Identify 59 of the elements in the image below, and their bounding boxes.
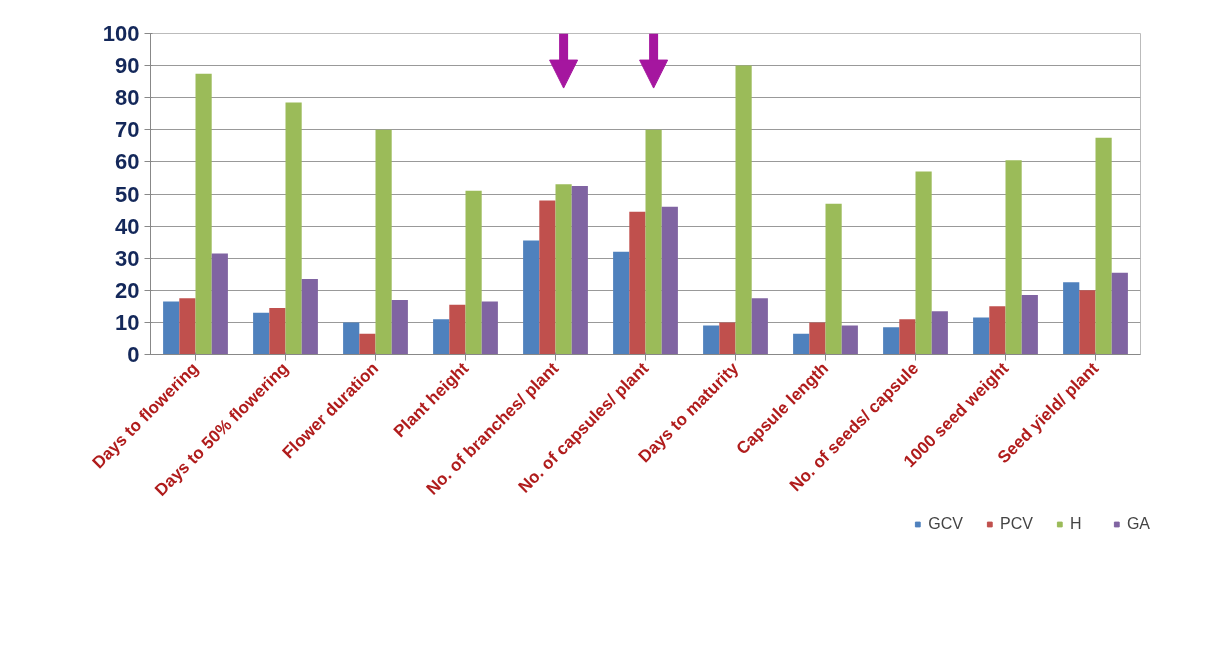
- bar: [973, 317, 990, 355]
- y-tick-label: 60: [115, 149, 140, 175]
- bar: [1005, 160, 1022, 355]
- bar: [523, 240, 540, 355]
- bar: [883, 327, 900, 355]
- y-tick-label: 30: [115, 245, 140, 271]
- y-tick-label: 40: [115, 213, 140, 239]
- bar: [1111, 272, 1128, 355]
- bar: [989, 306, 1006, 355]
- y-tick-label: 20: [115, 277, 140, 303]
- y-tick-label: 10: [115, 309, 140, 335]
- bar: [555, 184, 572, 355]
- y-tick-label: 100: [102, 21, 140, 46]
- bar: [359, 333, 376, 355]
- bar: [449, 304, 466, 355]
- bar: [793, 333, 810, 355]
- y-tick-label: 90: [115, 53, 140, 79]
- bar: [539, 200, 556, 355]
- bar: [163, 301, 180, 355]
- bar: [645, 129, 662, 355]
- bar: [703, 325, 720, 355]
- bar: [211, 253, 228, 355]
- bar: [195, 73, 212, 355]
- bar: [253, 312, 270, 355]
- bar: [841, 325, 858, 355]
- bar: [809, 322, 826, 355]
- bar: [481, 301, 498, 355]
- bar: [1079, 290, 1096, 355]
- bar: [301, 279, 318, 355]
- bar: [269, 307, 286, 355]
- bar: [1021, 295, 1038, 355]
- y-tick-label: 0: [127, 342, 140, 367]
- bar: [825, 203, 842, 355]
- bar: [465, 190, 482, 355]
- legend-label: H: [1069, 515, 1083, 533]
- bar: [343, 322, 360, 355]
- legend-label: PCV: [999, 515, 1033, 533]
- bar: [899, 319, 916, 355]
- bar: [661, 206, 678, 355]
- bar: [751, 298, 768, 355]
- legend-label: GA: [1126, 515, 1150, 533]
- bar: [179, 298, 196, 355]
- bar: [285, 102, 302, 355]
- y-tick-label: 50: [115, 181, 140, 207]
- y-tick-label: 70: [115, 117, 140, 143]
- bar: [433, 319, 450, 355]
- bar: [629, 211, 646, 355]
- bar: [1063, 282, 1080, 355]
- bar: [1095, 137, 1112, 355]
- bar: [375, 129, 392, 355]
- bar: [915, 171, 932, 355]
- bar: [719, 322, 736, 355]
- bar: [735, 65, 752, 355]
- y-tick-label: 80: [115, 85, 140, 111]
- bar: [391, 299, 408, 355]
- bar: [571, 185, 588, 355]
- bar: [931, 311, 948, 355]
- bar: [613, 251, 630, 355]
- legend-label: GCV: [928, 515, 963, 533]
